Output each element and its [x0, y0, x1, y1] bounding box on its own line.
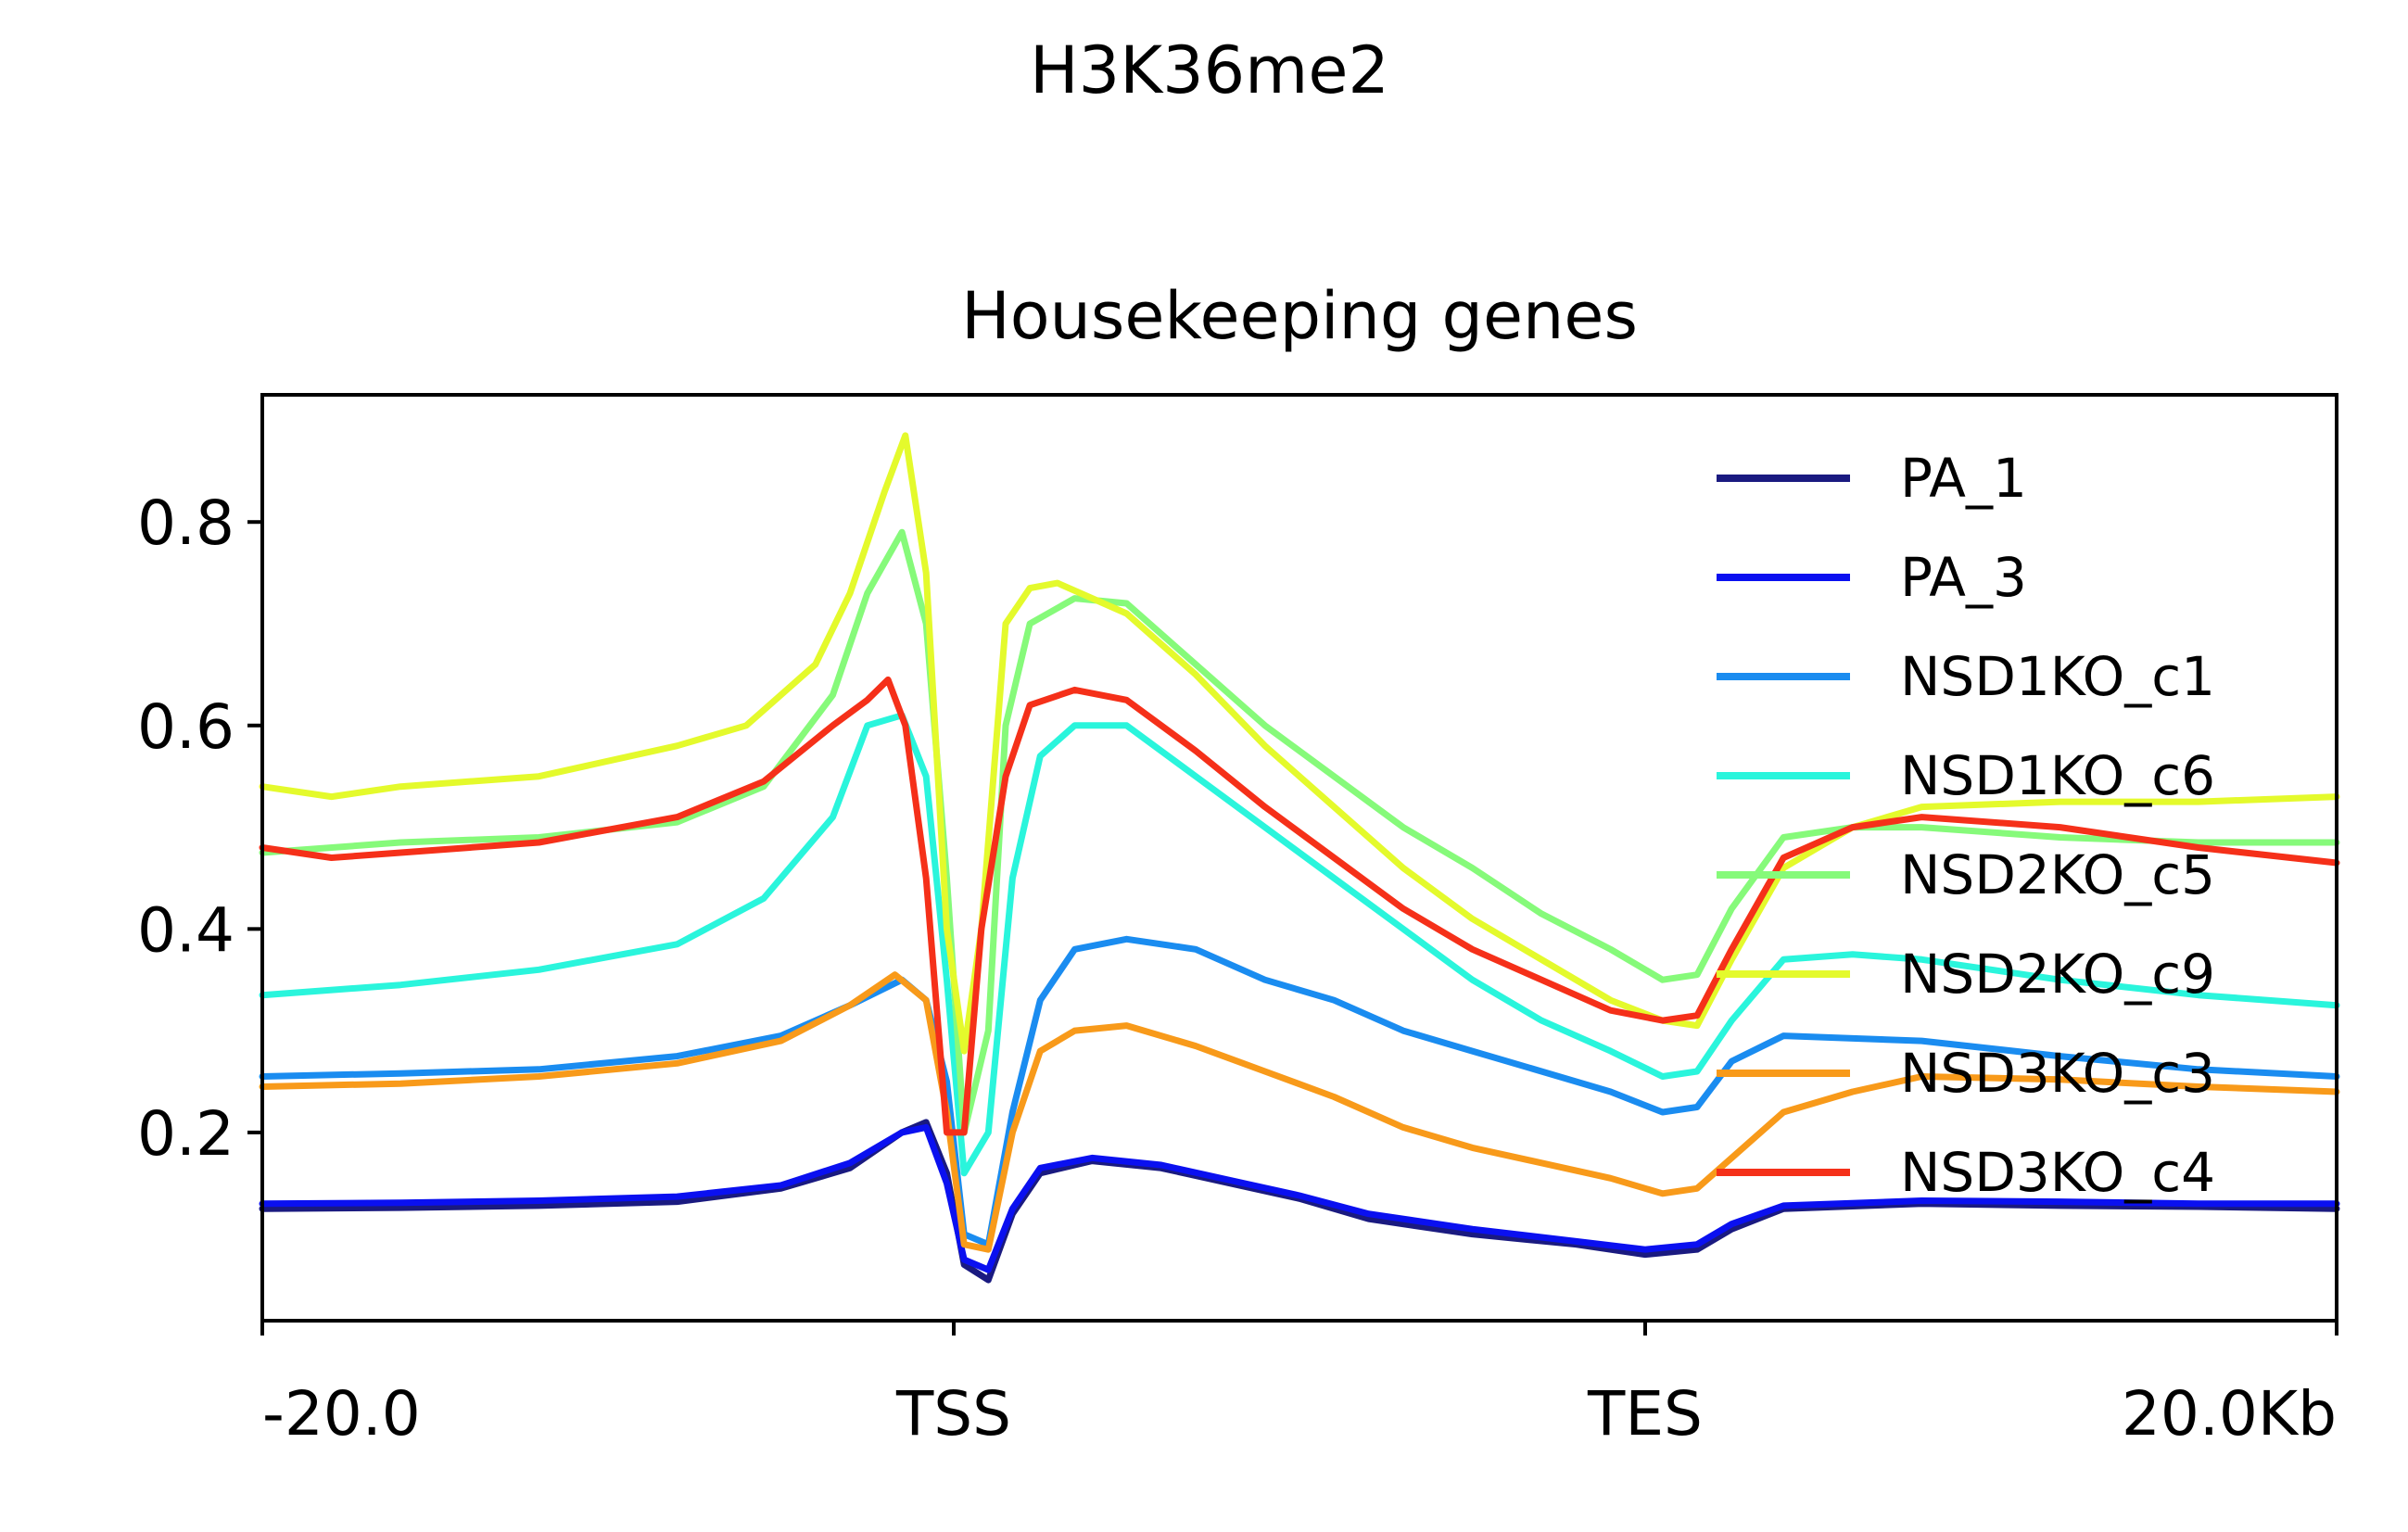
legend: PA_1 PA_3 NSD1KO_c1 NSD1KO_c6 NSD2KO_c5 NSD2K… — [1717, 447, 2215, 1204]
y-tick-label: 0.8 — [137, 487, 234, 559]
x-axis: -20.0 TSS TES 20.0Kb — [260, 1321, 2338, 1450]
series-line-7 — [259, 676, 2340, 1136]
axes-frame — [260, 393, 2338, 1323]
series-line-4 — [259, 528, 2340, 1136]
legend-label: NSD3KO_c4 — [1900, 1141, 2215, 1204]
figure-suptitle: H3K36me2 — [1030, 32, 1389, 108]
legend-label: NSD3KO_c3 — [1900, 1042, 2215, 1105]
y-tick-label: 0.2 — [137, 1098, 234, 1170]
legend-label: NSD2KO_c9 — [1900, 943, 2215, 1006]
series-line-1 — [259, 1123, 2340, 1273]
x-tick-label: 20.0Kb — [2122, 1378, 2337, 1450]
y-tick-label: 0.6 — [137, 691, 234, 763]
legend-label: NSD2KO_c5 — [1900, 843, 2215, 906]
legend-label: NSD1KO_c6 — [1900, 744, 2215, 807]
plot-area — [259, 432, 2340, 1284]
y-axis: 0.2 0.4 0.6 0.8 — [137, 487, 262, 1170]
chart-title: Housekeeping genes — [961, 278, 1638, 354]
series-line-5 — [259, 432, 2340, 1055]
x-tick-label: TES — [1587, 1378, 1703, 1450]
series-line-6 — [259, 971, 2340, 1253]
y-tick-label: 0.4 — [137, 894, 234, 966]
legend-label: NSD1KO_c1 — [1900, 645, 2215, 708]
series-line-3 — [259, 712, 2340, 1177]
legend-label: PA_1 — [1900, 447, 2027, 510]
legend-label: PA_3 — [1900, 546, 2027, 609]
x-tick-label: -20.0 — [262, 1378, 421, 1450]
x-tick-label: TSS — [895, 1378, 1011, 1450]
